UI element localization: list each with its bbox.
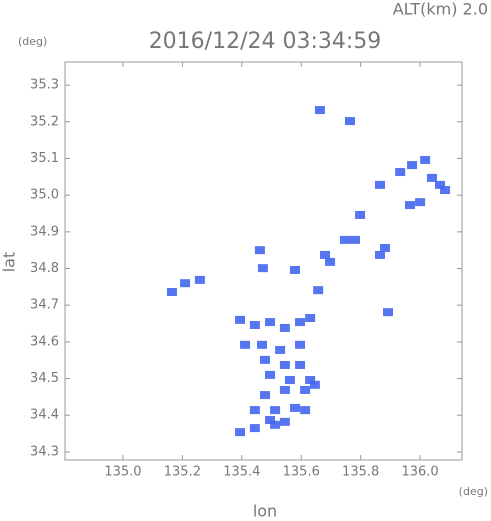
radar-echo: [194, 275, 205, 284]
radar-echo: [300, 406, 311, 415]
radar-echo: [259, 355, 270, 364]
y-tick-label: 35.2: [30, 114, 59, 129]
radar-echo: [309, 380, 320, 389]
radar-echo: [344, 117, 355, 126]
radar-echo: [265, 416, 276, 425]
y-unit: (deg): [18, 35, 47, 48]
x-axis-label: lon: [253, 502, 277, 521]
radar-echo: [275, 345, 286, 354]
x-tick-label: 135.0: [104, 465, 141, 480]
radar-echo: [240, 340, 251, 349]
radar-echo: [249, 424, 260, 433]
x-tick-label: 135.4: [223, 465, 260, 480]
radar-echo: [350, 235, 361, 244]
radar-echo: [270, 420, 281, 429]
radar-echo: [415, 198, 426, 207]
y-axis-label: lat: [0, 252, 19, 273]
y-tick-label: 34.9: [30, 224, 59, 239]
x-tick-label: 135.6: [283, 465, 320, 480]
chart-title: 2016/12/24 03:34:59: [149, 29, 382, 54]
y-tick-label: 35.3: [30, 78, 59, 93]
radar-echo: [259, 391, 270, 400]
radar-echo: [440, 186, 451, 195]
radar-echo: [420, 155, 431, 164]
radar-echo: [404, 201, 415, 210]
radar-echo: [270, 406, 281, 415]
radar-echo: [305, 314, 316, 323]
y-tick-label: 34.5: [30, 371, 59, 386]
radar-echo: [279, 360, 290, 369]
radar-echo: [435, 180, 446, 189]
radar-echo: [325, 257, 336, 266]
y-tick-label: 35.1: [30, 151, 59, 166]
radar-echo: [380, 243, 391, 252]
plot-frame: [64, 61, 463, 461]
radar-echo: [295, 360, 306, 369]
radar-echo: [265, 370, 276, 379]
radar-echo: [426, 173, 437, 182]
radar-echo: [180, 279, 191, 288]
radar-echo: [249, 321, 260, 330]
x-tick-label: 135.2: [164, 465, 201, 480]
radar-echo: [265, 318, 276, 327]
radar-echo: [279, 323, 290, 332]
radar-echo: [284, 376, 295, 385]
radar-echo: [289, 403, 300, 412]
y-tick-label: 34.6: [30, 334, 59, 349]
radar-echo: [374, 250, 385, 259]
x-unit: (deg): [459, 485, 488, 498]
radar-echo: [235, 428, 246, 437]
radar-echo: [257, 340, 268, 349]
radar-echo: [249, 406, 260, 415]
y-tick-label: 34.4: [30, 408, 59, 423]
radar-echo: [339, 235, 350, 244]
radar-echo: [395, 168, 406, 177]
y-tick-label: 35.0: [30, 188, 59, 203]
radar-echo: [383, 308, 394, 317]
y-tick-label: 34.7: [30, 298, 59, 313]
x-tick-label: 135.8: [342, 465, 379, 480]
radar-echo: [289, 265, 300, 274]
radar-echo: [313, 286, 324, 295]
x-tick-label: 136.0: [401, 465, 438, 480]
radar-echo: [355, 210, 366, 219]
radar-echo: [295, 318, 306, 327]
y-tick-label: 34.3: [30, 444, 59, 459]
radar-echo: [374, 180, 385, 189]
radar-echo: [314, 106, 325, 115]
radar-echo: [305, 376, 316, 385]
radar-echo: [407, 161, 418, 170]
radar-echo: [320, 250, 331, 259]
altitude-label: ALT(km) 2.0: [393, 0, 488, 19]
radar-echo: [279, 385, 290, 394]
radar-echo: [279, 417, 290, 426]
y-tick-label: 34.8: [30, 261, 59, 276]
radar-echo: [235, 315, 246, 324]
radar-echo: [295, 340, 306, 349]
radar-echo: [257, 264, 268, 273]
radar-echo: [300, 385, 311, 394]
radar-echo: [166, 287, 177, 296]
radar-echo: [254, 246, 265, 255]
